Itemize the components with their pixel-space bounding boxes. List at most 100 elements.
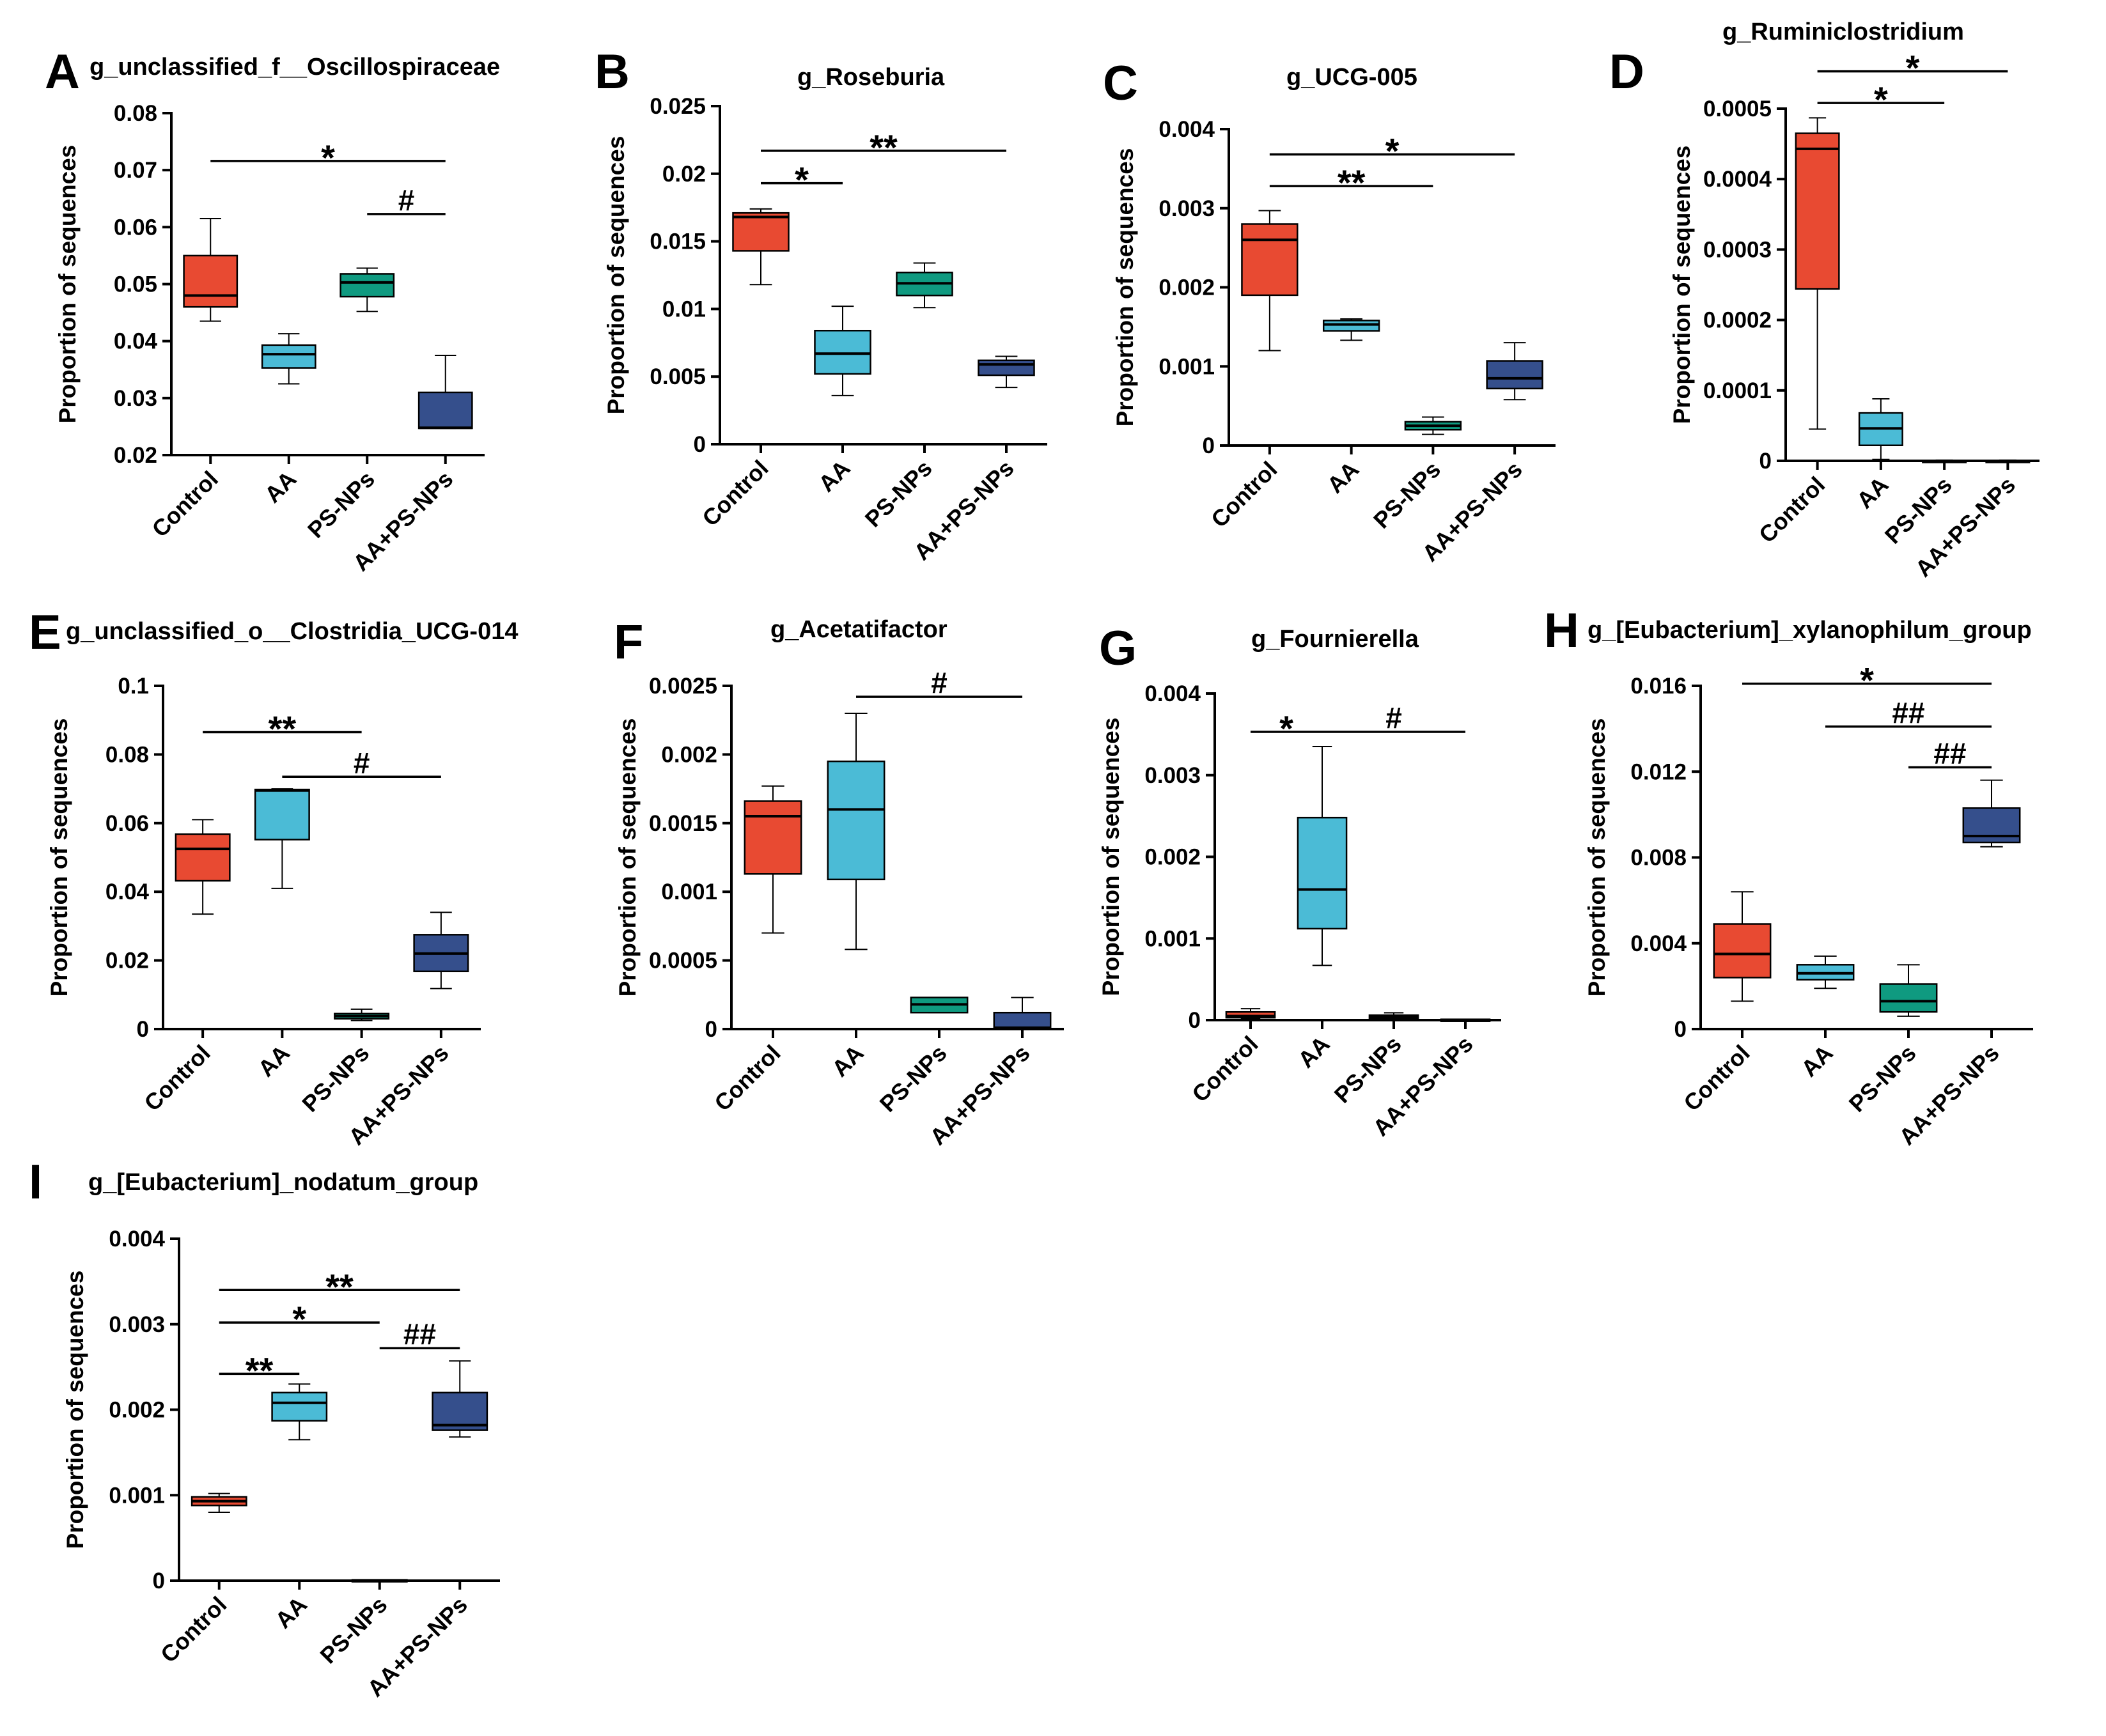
y-tick-label-e-5: 0.1 — [118, 674, 149, 699]
x-tick-label-h-ps-nps: PS-NPs — [1844, 1040, 1921, 1117]
y-tick-label-f-5: 0.0025 — [649, 674, 717, 699]
y-axis-label-h: Proportion of sequences — [1584, 718, 1610, 997]
significance-f-0: # — [856, 666, 1022, 699]
y-axis-label-f: Proportion of sequences — [614, 718, 641, 997]
significance-label: * — [1860, 660, 1874, 701]
box-g-aa — [1297, 746, 1348, 966]
box-iqr — [1962, 807, 2021, 844]
significance-i-1: * — [219, 1299, 380, 1339]
significance-label: # — [354, 746, 370, 779]
panel-d: Dg_Ruminiclostridium Proportion of sequen… — [1609, 19, 2040, 582]
box-d-control — [1795, 117, 1840, 430]
y-tick-label-a-5: 0.07 — [114, 158, 157, 183]
box-g-control — [1225, 1008, 1276, 1019]
x-tick-label-c-control: Control — [1206, 456, 1282, 532]
chart-title-a: g_unclassified_f__Oscillospiraceae — [90, 54, 500, 81]
y-tick-label-c-4: 0.004 — [1158, 117, 1215, 142]
y-tick-label-f-1: 0.0005 — [649, 949, 717, 973]
y-tick-label-a-0: 0.02 — [114, 443, 157, 468]
box-iqr — [744, 800, 802, 875]
y-axis-label-e: Proportion of sequences — [46, 718, 72, 997]
y-tick-label-c-0: 0 — [1203, 433, 1215, 458]
box-iqr — [978, 359, 1035, 376]
y-tick-label-h-2: 0.008 — [1630, 846, 1687, 871]
significance-g-1: # — [1322, 701, 1465, 734]
y-tick-label-e-0: 0 — [137, 1017, 149, 1042]
panel-label-g: G — [1099, 621, 1137, 676]
box-d-ps-nps — [1922, 459, 1967, 463]
chart-title-h: g_[Eubacterium]_xylanophilum_group — [1587, 617, 2032, 644]
box-iqr — [1713, 923, 1772, 979]
x-tick-label-d-aa: AA — [1852, 472, 1894, 514]
x-tick-label-e-control: Control — [139, 1040, 215, 1116]
x-tick-label-i-control: Control — [155, 1592, 231, 1668]
significance-label: * — [292, 1299, 306, 1339]
x-tick-label-a-control: Control — [146, 466, 222, 542]
significance-i-3: ** — [219, 1350, 300, 1390]
x-tick-label-g-control: Control — [1187, 1031, 1263, 1107]
panel-label-a: A — [45, 45, 80, 99]
significance-label: # — [398, 183, 415, 217]
y-tick-label-d-4: 0.0004 — [1703, 167, 1772, 192]
box-iqr — [271, 1391, 328, 1422]
y-tick-label-e-1: 0.02 — [105, 949, 149, 973]
box-f-aa — [827, 712, 885, 950]
significance-i-2: ## — [379, 1317, 460, 1351]
y-axis-label-d: Proportion of sequences — [1669, 146, 1695, 424]
y-tick-label-i-2: 0.002 — [109, 1398, 165, 1423]
box-e-aa — [254, 788, 310, 889]
x-tick-label-f-aa: AA — [827, 1040, 869, 1082]
y-tick-label-i-1: 0.001 — [109, 1483, 165, 1508]
x-tick-label-a-aa: AA — [260, 466, 302, 508]
panel-label-c: C — [1103, 56, 1138, 111]
y-tick-label-b-2: 0.01 — [662, 297, 706, 322]
box-a-aa — [261, 333, 316, 385]
box-a-aa-ps-nps — [417, 354, 473, 430]
y-tick-label-c-1: 0.001 — [1158, 354, 1215, 379]
chart-title-b: g_Roseburia — [797, 64, 945, 91]
y-tick-label-c-3: 0.003 — [1158, 196, 1215, 221]
chart-title-c: g_UCG-005 — [1286, 64, 1417, 91]
significance-label: ## — [1933, 737, 1966, 770]
box-c-ps-nps — [1404, 416, 1462, 435]
x-tick-label-c-aa: AA — [1322, 456, 1364, 499]
chart-title-f: g_Acetatifactor — [770, 616, 948, 643]
panel-label-e: E — [29, 605, 61, 660]
box-c-control — [1241, 210, 1299, 352]
box-iqr — [1486, 360, 1543, 390]
box-iqr — [1297, 816, 1348, 930]
significance-label: ** — [246, 1350, 274, 1390]
significance-label: ** — [870, 127, 898, 167]
significance-g-0: * — [1251, 708, 1322, 748]
box-i-aa — [271, 1383, 328, 1441]
box-iqr — [175, 833, 231, 882]
significance-label: ** — [269, 708, 297, 748]
box-iqr — [993, 1011, 1052, 1030]
significance-e-1: # — [282, 746, 441, 779]
box-i-aa-ps-nps — [432, 1360, 488, 1438]
significance-label: ** — [1338, 162, 1366, 203]
y-axis-label-b: Proportion of sequences — [603, 136, 629, 415]
y-tick-label-c-2: 0.002 — [1158, 275, 1215, 300]
box-e-ps-nps — [334, 1008, 390, 1021]
significance-label: ## — [403, 1317, 436, 1351]
significance-label: * — [1906, 48, 1920, 88]
significance-label: # — [931, 666, 948, 699]
box-f-control — [744, 785, 802, 934]
box-iqr — [814, 330, 871, 375]
y-axis-label-a: Proportion of sequences — [54, 145, 81, 424]
y-tick-label-f-3: 0.0015 — [649, 811, 717, 836]
x-tick-label-b-control: Control — [697, 455, 773, 531]
box-g-ps-nps — [1368, 1012, 1419, 1020]
box-iqr — [339, 273, 395, 298]
y-tick-label-e-2: 0.04 — [105, 880, 150, 904]
y-tick-label-f-2: 0.001 — [661, 880, 717, 904]
box-e-control — [175, 819, 231, 915]
